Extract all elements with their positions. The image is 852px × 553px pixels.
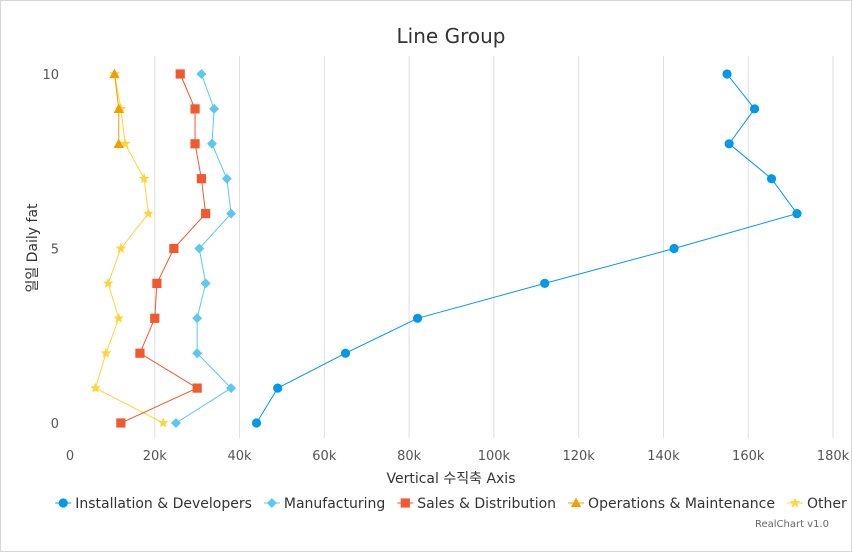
- legend-item[interactable]: Installation & Developers: [55, 496, 252, 512]
- data-point: [221, 173, 232, 184]
- legend-marker: [266, 498, 277, 508]
- data-point: [150, 313, 160, 323]
- data-point: [766, 174, 777, 184]
- series-group: [90, 68, 169, 428]
- legend-marker: [58, 498, 68, 508]
- legend-marker: [789, 497, 801, 508]
- data-point: [90, 382, 101, 393]
- data-point: [135, 348, 145, 358]
- data-point: [170, 418, 181, 428]
- legend-marker: [570, 497, 582, 508]
- series-line: [256, 73, 798, 424]
- y-tick-label: 0: [51, 417, 59, 432]
- data-point: [157, 417, 169, 428]
- data-point: [196, 174, 207, 184]
- y-tick-label: 5: [51, 243, 59, 258]
- data-point: [113, 138, 124, 148]
- data-point: [749, 104, 760, 114]
- legend-label: Manufacturing: [284, 496, 385, 512]
- data-point: [119, 138, 131, 149]
- x-tick-label: 160k: [732, 449, 765, 464]
- x-tick-label: 180k: [817, 449, 850, 464]
- legend-item[interactable]: Operations & Maintenance: [568, 496, 775, 512]
- x-tick-label: 0: [66, 449, 74, 464]
- legend-item[interactable]: Sales & Distribution: [397, 496, 556, 512]
- y-axis-ticks: 0 5 10: [42, 68, 59, 432]
- legend: Installation & Developers Manufacturing Sa…: [55, 496, 847, 512]
- series-group: [251, 69, 802, 428]
- data-point: [724, 139, 734, 149]
- data-point: [152, 278, 162, 288]
- data-point: [190, 104, 200, 114]
- data-point: [192, 383, 202, 393]
- x-tick-label: 80k: [397, 449, 422, 464]
- data-point: [196, 69, 207, 79]
- x-tick-label: 60k: [312, 449, 337, 464]
- data-point: [201, 209, 211, 219]
- x-tick-label: 40k: [228, 449, 253, 464]
- data-point: [169, 243, 179, 254]
- data-point: [226, 208, 237, 219]
- series-group: [109, 68, 124, 148]
- data-point: [190, 139, 200, 149]
- data-point: [200, 278, 211, 289]
- data-point: [192, 313, 203, 324]
- x-axis-ticks: 0 20k 40k 60k 80k 100k 120k 140k 160k 180k: [66, 449, 850, 464]
- data-point: [113, 103, 124, 114]
- data-point: [194, 243, 205, 254]
- x-tick-label: 120k: [562, 449, 595, 464]
- data-point: [540, 278, 550, 288]
- data-point: [792, 209, 802, 219]
- legend-item[interactable]: Other: [787, 496, 847, 512]
- x-tick-label: 20k: [143, 449, 168, 464]
- data-point: [251, 418, 262, 428]
- series-line: [94, 73, 164, 424]
- gridlines: [154, 56, 834, 438]
- data-point: [273, 383, 283, 393]
- data-point: [116, 418, 126, 428]
- x-axis-title: Vertical 수직축 Axis: [387, 471, 516, 487]
- legend-label: Operations & Maintenance: [588, 496, 775, 512]
- data-point: [412, 313, 423, 323]
- series-group: [116, 69, 211, 428]
- y-axis-title: 일일 Daily fat: [25, 203, 41, 293]
- data-point: [143, 208, 154, 219]
- x-tick-label: 100k: [478, 449, 511, 464]
- series-group: [170, 69, 237, 428]
- data-point: [175, 69, 185, 79]
- data-point: [669, 243, 679, 254]
- legend-item[interactable]: Manufacturing: [263, 496, 385, 512]
- data-point: [340, 348, 351, 358]
- y-tick-label: 10: [42, 68, 59, 83]
- data-point: [100, 347, 112, 358]
- chart-title: Line Group: [397, 24, 506, 48]
- plot-area: [90, 68, 802, 428]
- series-line: [120, 73, 207, 424]
- x-tick-label: 140k: [647, 449, 680, 464]
- data-point: [192, 348, 203, 359]
- data-point: [722, 69, 732, 79]
- legend-marker: [400, 498, 410, 508]
- data-point: [226, 383, 237, 394]
- data-point: [207, 138, 218, 149]
- legend-label: Sales & Distribution: [417, 496, 556, 512]
- credit-label: RealChart v1.0: [755, 519, 829, 530]
- data-point: [115, 242, 127, 254]
- data-point: [209, 103, 220, 114]
- data-point: [138, 173, 150, 184]
- data-point: [109, 68, 120, 79]
- data-point: [113, 312, 125, 323]
- legend-label: Installation & Developers: [75, 496, 252, 512]
- legend-label: Other: [807, 496, 847, 512]
- data-point: [102, 277, 114, 288]
